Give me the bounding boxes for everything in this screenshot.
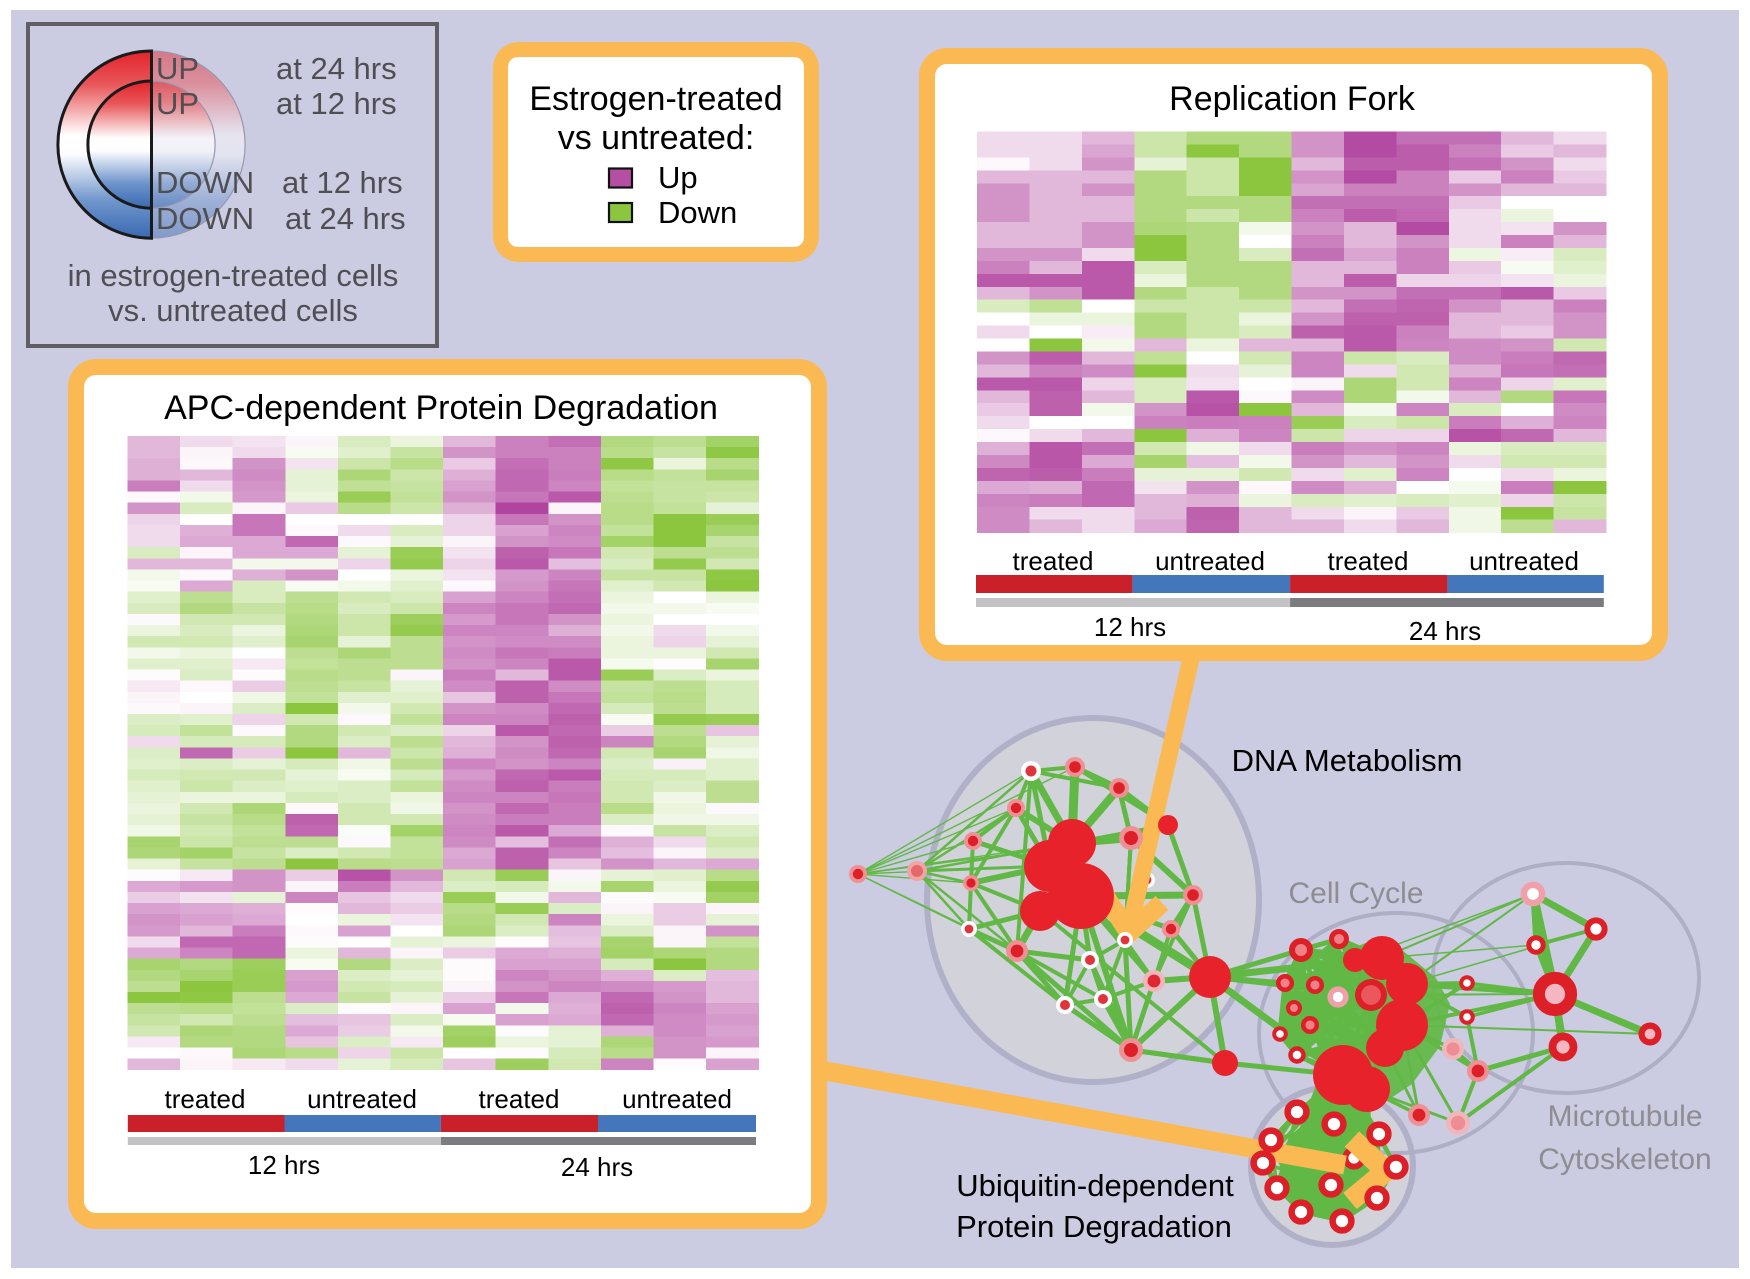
svg-text:at 12 hrs: at 12 hrs: [282, 165, 403, 200]
svg-text:treated: treated: [1328, 546, 1409, 576]
svg-text:untreated: untreated: [1469, 546, 1579, 576]
svg-text:in estrogen-treated cells: in estrogen-treated cells: [68, 258, 399, 293]
svg-text:APC-dependent Protein Degradat: APC-dependent Protein Degradation: [164, 389, 718, 427]
svg-text:Ubiquitin-dependent: Ubiquitin-dependent: [956, 1168, 1234, 1203]
svg-text:UP: UP: [156, 51, 199, 86]
svg-text:Replication Fork: Replication Fork: [1169, 80, 1416, 118]
svg-text:untreated: untreated: [1155, 546, 1265, 576]
svg-text:treated: treated: [479, 1084, 560, 1114]
svg-text:untreated: untreated: [622, 1084, 732, 1114]
svg-text:Up: Up: [658, 160, 698, 195]
svg-text:Estrogen-treated: Estrogen-treated: [529, 80, 782, 118]
svg-text:Down: Down: [658, 195, 737, 230]
svg-text:24 hrs: 24 hrs: [561, 1152, 633, 1182]
svg-text:at 12 hrs: at 12 hrs: [276, 86, 397, 121]
svg-text:12 hrs: 12 hrs: [248, 1150, 320, 1180]
svg-text:Cytoskeleton: Cytoskeleton: [1538, 1143, 1711, 1176]
svg-text:at 24 hrs: at 24 hrs: [285, 201, 406, 236]
svg-text:DNA Metabolism: DNA Metabolism: [1232, 743, 1463, 778]
svg-text:Cell Cycle: Cell Cycle: [1288, 877, 1423, 910]
svg-text:Microtubule: Microtubule: [1547, 1100, 1702, 1133]
svg-text:untreated: untreated: [307, 1084, 417, 1114]
svg-text:vs. untreated cells: vs. untreated cells: [108, 293, 358, 328]
svg-text:at 24 hrs: at 24 hrs: [276, 51, 397, 86]
svg-text:DOWN: DOWN: [156, 201, 254, 236]
svg-text:DOWN: DOWN: [156, 165, 254, 200]
svg-text:vs untreated:: vs untreated:: [558, 119, 755, 157]
svg-text:treated: treated: [165, 1084, 246, 1114]
svg-text:12 hrs: 12 hrs: [1094, 612, 1166, 642]
svg-text:Protein Degradation: Protein Degradation: [956, 1209, 1232, 1244]
svg-text:treated: treated: [1013, 546, 1094, 576]
svg-text:24 hrs: 24 hrs: [1409, 616, 1481, 646]
svg-text:UP: UP: [156, 86, 199, 121]
